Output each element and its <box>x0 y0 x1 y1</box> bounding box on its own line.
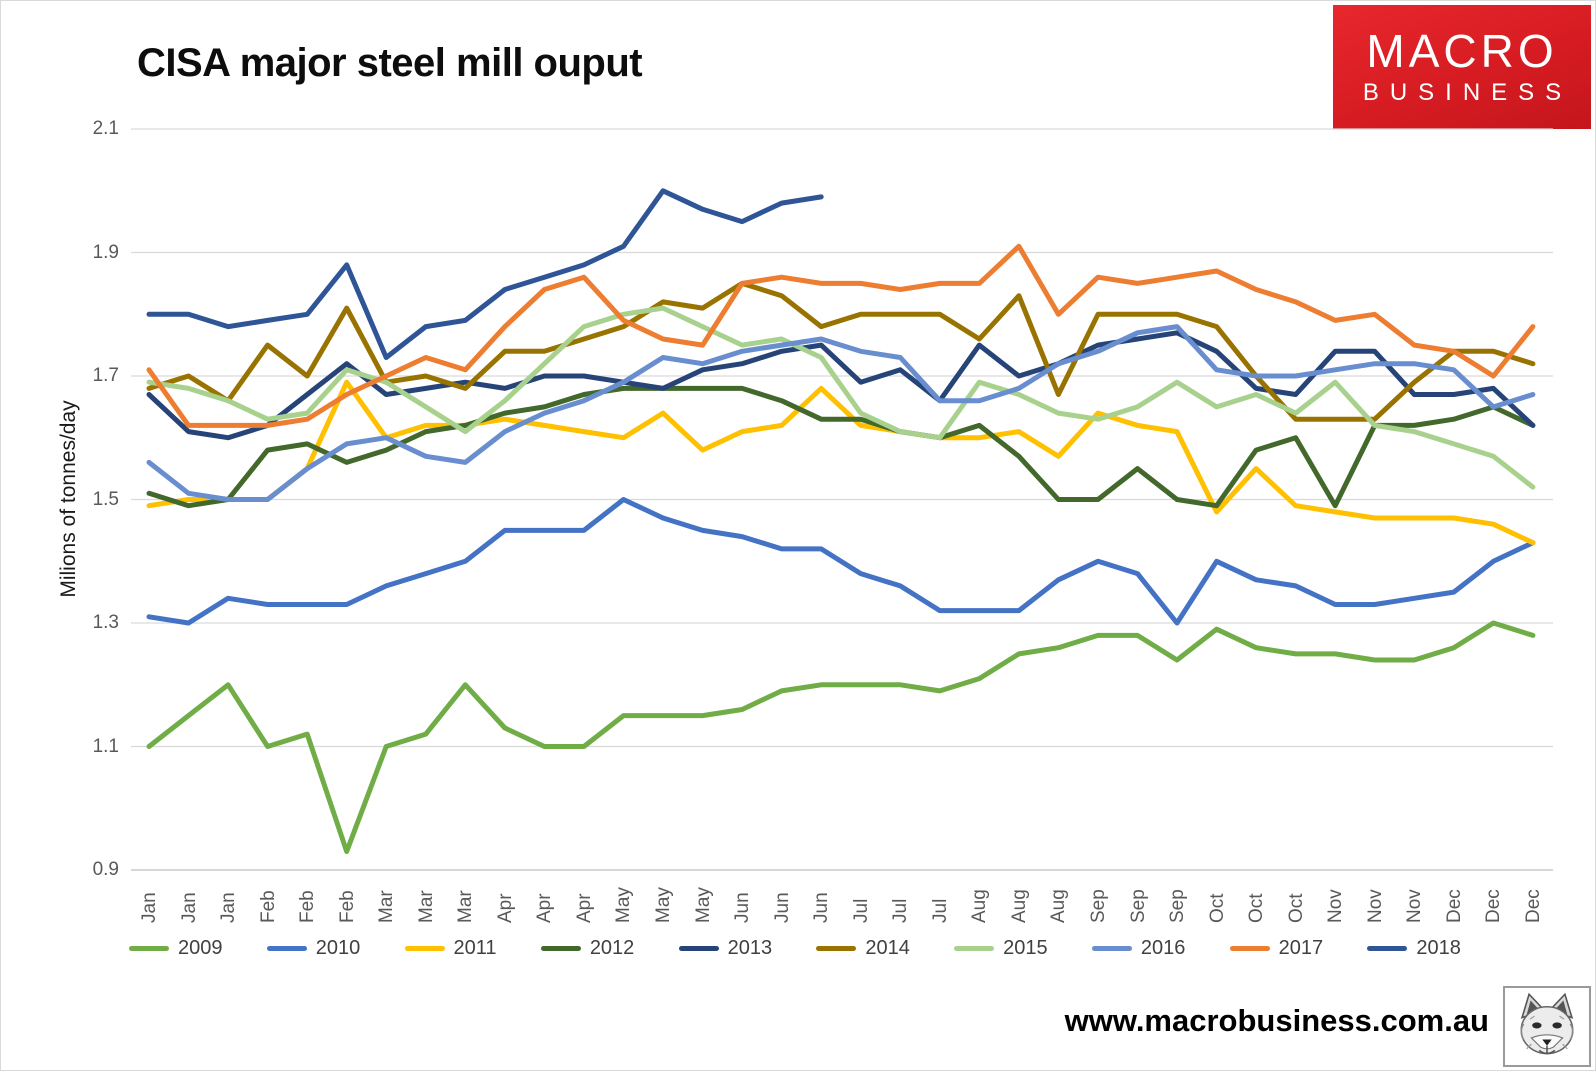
series-line-2011 <box>146 379 1536 546</box>
legend-item-2011: 2011 <box>404 937 497 960</box>
x-tick-label: Apr <box>534 893 556 923</box>
x-tick-label: Jan <box>218 892 240 923</box>
x-tick-label: Jul <box>890 898 912 923</box>
x-tick-label: Apr <box>494 893 516 923</box>
y-tick-label: 0.9 <box>92 859 119 880</box>
x-tick-label: Feb <box>257 890 279 923</box>
x-tick-label: Aug <box>1008 889 1030 923</box>
legend-item-2018: 2018 <box>1367 937 1461 960</box>
x-tick-label: Jul <box>929 898 951 923</box>
legend-item-2017: 2017 <box>1229 937 1324 960</box>
legend-item-2010: 2010 <box>266 937 361 960</box>
x-tick-label: Feb <box>297 890 319 923</box>
x-tick-label: Jun <box>811 892 833 923</box>
x-tick-label: Jun <box>771 892 793 923</box>
y-tick-label: 1.3 <box>92 612 119 633</box>
legend-swatch-icon <box>954 946 995 951</box>
x-tick-label: Dec <box>1522 889 1544 923</box>
x-tick-label: Sep <box>1167 889 1189 923</box>
legend-item-2009: 2009 <box>129 937 223 960</box>
x-tick-label: May <box>613 887 635 923</box>
x-tick-label: Mar <box>415 890 437 923</box>
legend-swatch-icon <box>540 946 581 951</box>
x-tick-label: Mar <box>455 890 477 923</box>
x-tick-label: Oct <box>1206 893 1228 923</box>
fox-sketch-icon <box>1520 992 1574 1054</box>
chart-title: CISA major steel mill ouput <box>137 41 643 85</box>
legend-label: 2011 <box>453 937 497 959</box>
x-tick-label: Nov <box>1325 889 1347 923</box>
x-tick-label: Dec <box>1483 889 1505 923</box>
legend-swatch-icon <box>266 946 307 951</box>
chart-legend: 2009 2010 2011 2012 2013 2014 2015 2016 2017 2018 <box>129 937 1461 960</box>
x-tick-label: Jan <box>178 892 200 923</box>
x-tick-label: Oct <box>1246 893 1268 923</box>
x-tick-label: Apr <box>573 893 595 923</box>
fox-logo-box <box>1503 986 1591 1067</box>
x-tick-label: Jun <box>732 892 754 923</box>
legend-label: 2014 <box>865 937 910 959</box>
legend-item-2012: 2012 <box>540 937 635 960</box>
series-line-2012 <box>146 385 1536 509</box>
legend-label: 2016 <box>1140 937 1186 959</box>
y-tick-label: 1.7 <box>92 365 119 386</box>
series-line-2017 <box>146 243 1536 428</box>
legend-swatch-icon <box>1091 946 1132 951</box>
legend-swatch-icon <box>816 946 857 951</box>
x-tick-label: Mar <box>376 890 398 923</box>
legend-item-2014: 2014 <box>816 937 910 960</box>
x-tick-label: Jan <box>139 892 160 923</box>
series-line-2018 <box>146 188 824 360</box>
legend-item-2016: 2016 <box>1091 937 1186 960</box>
x-tick-label: Aug <box>969 889 991 923</box>
series-line-2016 <box>146 324 1536 502</box>
website-url: www.macrobusiness.com.au <box>1064 1003 1489 1038</box>
x-tick-label: Jul <box>850 898 872 923</box>
legend-label: 2018 <box>1416 937 1461 959</box>
legend-swatch-icon <box>404 946 445 951</box>
x-tick-label: May <box>653 887 675 923</box>
legend-swatch-icon <box>678 946 719 951</box>
legend-swatch-icon <box>129 946 169 951</box>
x-tick-label: Feb <box>336 890 358 923</box>
legend-swatch-icon <box>1367 946 1408 951</box>
series-line-2010 <box>146 497 1536 626</box>
legend-label: 2009 <box>178 937 223 959</box>
x-tick-label: Sep <box>1087 889 1109 923</box>
y-tick-label: 1.5 <box>92 488 119 510</box>
series-line-2014 <box>146 280 1536 422</box>
legend-swatch-icon <box>1229 946 1270 951</box>
x-tick-label: Sep <box>1127 889 1149 923</box>
y-tick-label: 1.9 <box>92 241 119 263</box>
legend-label: 2017 <box>1278 937 1324 959</box>
x-tick-label: Oct <box>1285 893 1307 923</box>
legend-label: 2013 <box>727 937 773 959</box>
legend-label: 2015 <box>1003 937 1048 959</box>
x-tick-label: Nov <box>1364 889 1386 923</box>
x-tick-label: Aug <box>1048 889 1070 923</box>
legend-item-2015: 2015 <box>954 937 1048 960</box>
legend-item-2013: 2013 <box>678 937 773 960</box>
series-line-2009 <box>146 620 1536 854</box>
series-line-2013 <box>146 330 1536 441</box>
logo-line-macro: MACRO <box>1366 24 1558 77</box>
x-tick-label: Nov <box>1404 889 1426 923</box>
y-axis-title: Milions of tonnes/day <box>57 400 80 598</box>
x-tick-label: May <box>692 887 714 923</box>
legend-label: 2010 <box>315 937 361 959</box>
x-tick-label: Dec <box>1443 889 1465 923</box>
y-tick-label: 2.1 <box>92 118 119 139</box>
y-tick-label: 1.1 <box>92 735 119 757</box>
macrobusiness-logo: MACRO BUSINESS <box>1333 5 1591 129</box>
legend-label: 2012 <box>589 937 635 959</box>
logo-line-business: BUSINESS <box>1362 79 1573 107</box>
